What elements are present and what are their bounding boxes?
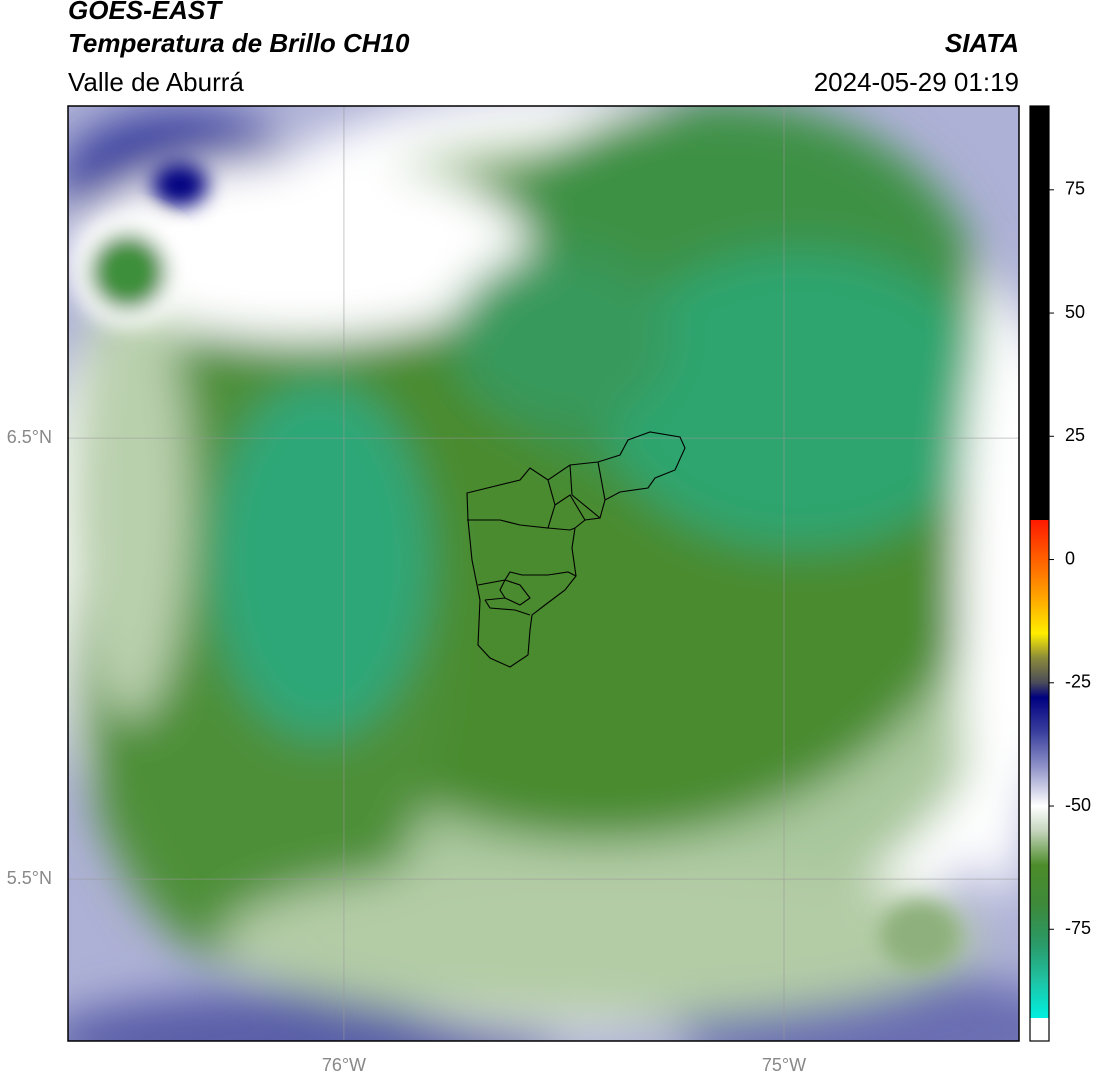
map-frame: [67, 105, 1020, 1042]
municipal-boundaries: [466, 431, 686, 668]
colorbar: 75 50 25 0 -25 -50 -75: [1029, 105, 1091, 1042]
temperature-field: [68, 106, 1019, 1041]
field-blobs: [68, 106, 1019, 1041]
colorbar-tick-label: -25: [1065, 672, 1091, 692]
x-tick-label: 76°W: [322, 1055, 366, 1075]
colorbar-under: [1030, 1018, 1049, 1041]
colorbar-tick-label: -75: [1065, 918, 1091, 938]
subtitle: Temperatura de Brillo CH10: [68, 28, 410, 58]
datetime: 2024-05-29 01:19: [814, 67, 1019, 97]
colorbar-frame: [1029, 105, 1050, 1042]
y-tick-label: 6.5°N: [7, 427, 52, 447]
colorbar-tick-label: -50: [1065, 795, 1091, 815]
colorbar-tick-label: 0: [1065, 548, 1075, 568]
x-tick-label: 75°W: [762, 1055, 806, 1075]
colorbar-tick-label: 50: [1065, 302, 1085, 322]
region: Valle de Aburrá: [68, 67, 244, 97]
y-tick-label: 5.5°N: [7, 868, 52, 888]
map-grid: [68, 106, 1019, 1041]
colorbar-tick-label: 75: [1065, 179, 1085, 199]
source: SIATA: [945, 28, 1019, 58]
colorbar-tick-label: 25: [1065, 425, 1085, 445]
colorbar-body: [1030, 106, 1049, 1018]
title: GOES-EAST: [68, 0, 223, 25]
field-detail: [73, 163, 960, 970]
